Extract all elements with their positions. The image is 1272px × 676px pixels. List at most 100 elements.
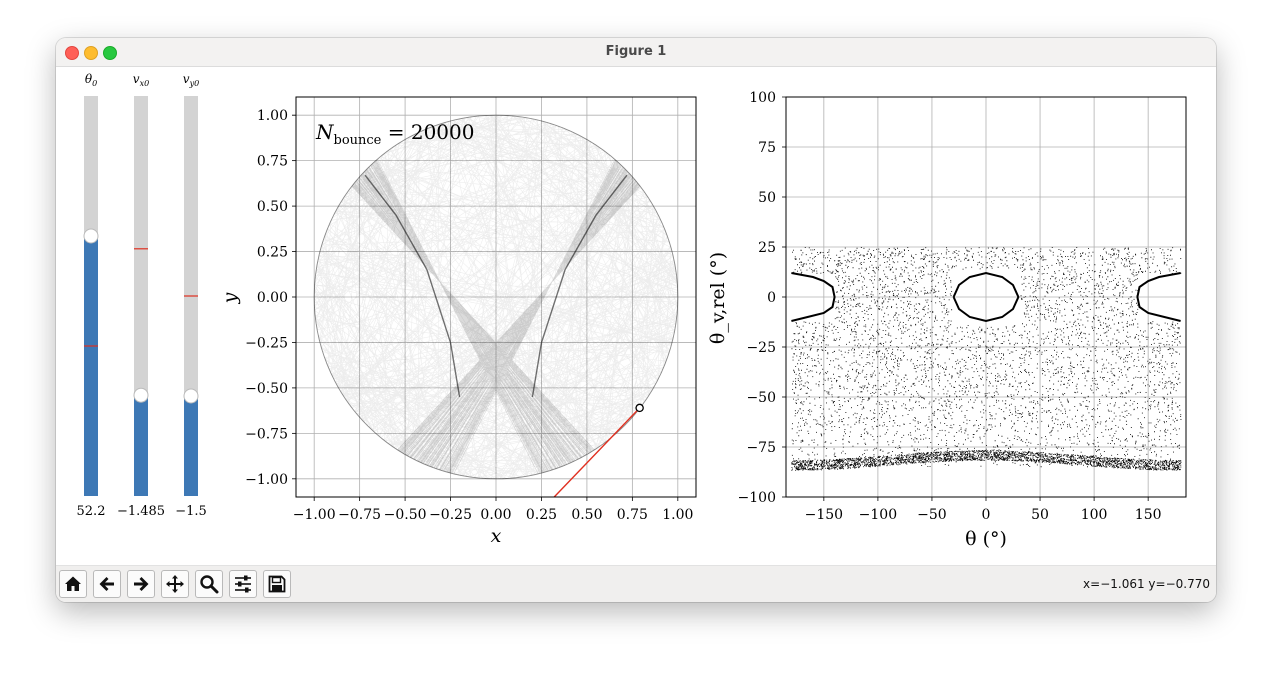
caustic-chords	[351, 159, 641, 474]
x-tick-label: −0.50	[384, 507, 427, 523]
chaotic-sea-points	[791, 247, 1182, 471]
current-position-marker[interactable]	[635, 403, 644, 413]
xy-trajectory-plot[interactable]: −1.00 −0.75 −0.50 −0.25 0.00 0.25 0.50 0.75 1.00…	[219, 96, 697, 547]
slider-label: vy0	[183, 72, 199, 88]
x-tick-label: −1.00	[293, 507, 336, 523]
back-arrow-icon	[99, 577, 114, 591]
y-tick-label: −0.25	[245, 335, 288, 351]
trajectory-y-ticks: 1.00 0.75 0.50 0.25 0.00 −0.25 −0.50 −0.75 −1.00	[245, 108, 296, 488]
close-window-button[interactable]	[65, 46, 79, 60]
configure-subplots-icon	[235, 575, 251, 593]
x-tick-label: −50	[917, 507, 947, 523]
zoom-magnifier-icon	[200, 575, 219, 594]
slider-fill	[184, 396, 198, 496]
save-button[interactable]	[263, 570, 291, 598]
trajectory-y-label: y	[219, 292, 241, 304]
y-tick-label: 0.75	[257, 154, 288, 170]
billiard-boundary-circle	[313, 114, 679, 480]
slider-0[interactable]: θ0 52.2	[77, 72, 106, 519]
y-tick-label: 0	[767, 290, 776, 306]
y-tick-label: −50	[746, 390, 776, 406]
slider-label-symbol: v	[133, 72, 140, 86]
forward-button[interactable]	[127, 570, 155, 598]
trajectory-x-ticks: −1.00 −0.75 −0.50 −0.25 0.00 0.25 0.50 0.75 1.00	[293, 497, 693, 523]
x-tick-label: 0	[982, 507, 991, 523]
x-tick-label: 0.25	[526, 507, 557, 523]
zoom-button[interactable]	[195, 570, 223, 598]
y-tick-label: 0.25	[257, 245, 288, 261]
cursor-coordinates: x=−1.061 y=−0.770	[1083, 577, 1210, 591]
y-tick-label: −1.00	[245, 472, 288, 488]
minimize-window-button[interactable]	[84, 46, 98, 60]
slider-handle[interactable]	[183, 388, 199, 404]
slider-label-subscript: 0	[92, 79, 97, 88]
slider-value: −1.5	[175, 504, 207, 519]
bounce-count-annotation: Nbounce = 20000	[315, 120, 474, 148]
island-right	[1136, 272, 1181, 322]
x-tick-label: −0.25	[429, 507, 472, 523]
y-tick-label: 1.00	[257, 108, 288, 124]
title-bar: Figure 1	[56, 38, 1216, 67]
slider-1[interactable]: vx0 −1.485	[117, 72, 165, 519]
y-tick-label: 0.00	[257, 290, 288, 306]
bounce-value: = 20000	[381, 120, 474, 144]
island-left	[791, 272, 836, 322]
island-center	[952, 271, 1020, 323]
trajectory-grid	[296, 97, 696, 497]
x-tick-label: 100	[1081, 507, 1108, 523]
trajectory-paths	[313, 114, 679, 480]
x-tick-label: −150	[805, 507, 843, 523]
phase-y-label: θ_v,rel (°)	[707, 252, 729, 344]
caustic-curve-left	[364, 174, 461, 398]
slider-2[interactable]: vy0 −1.5	[175, 72, 207, 519]
phase-grid	[786, 96, 1186, 498]
zoom-window-button[interactable]	[103, 46, 117, 60]
x-tick-label: 150	[1135, 507, 1162, 523]
x-tick-label: −100	[859, 507, 897, 523]
home-button[interactable]	[59, 570, 87, 598]
configure-subplots-button[interactable]	[229, 570, 257, 598]
slider-value: 52.2	[77, 504, 106, 519]
slider-handle[interactable]	[83, 228, 99, 244]
slider-label-symbol: θ	[85, 72, 93, 86]
y-tick-label: 25	[758, 240, 776, 256]
y-tick-label: 50	[758, 190, 776, 206]
bounce-symbol: N	[315, 120, 335, 144]
velocity-line	[553, 407, 641, 498]
x-tick-label: 0.00	[480, 507, 511, 523]
home-icon	[65, 576, 81, 591]
x-tick-label: 0.50	[571, 507, 602, 523]
window-title: Figure 1	[605, 44, 667, 59]
figure-window: Figure 1 θ0 52.2 vx0 −1.485 vy0 −1.5 −1.00 −0.…	[56, 38, 1216, 602]
slider-label: θ0	[85, 72, 97, 88]
slider-label-symbol: v	[183, 72, 190, 86]
save-disk-icon	[268, 575, 286, 593]
x-tick-label: 0.75	[617, 507, 648, 523]
pan-move-icon	[166, 575, 184, 593]
phase-x-ticks: −150 −100 −50 0 50 100 150	[805, 497, 1162, 523]
y-tick-label: −100	[738, 490, 776, 506]
slider-fill	[84, 236, 98, 496]
forward-arrow-icon	[134, 577, 149, 591]
slider-handle[interactable]	[133, 387, 149, 403]
y-tick-label: −75	[746, 440, 776, 456]
slider-label: vx0	[133, 72, 149, 88]
slider-fill	[134, 395, 148, 496]
phase-x-label: θ (°)	[965, 528, 1007, 550]
pan-button[interactable]	[161, 570, 189, 598]
navigation-toolbar: x=−1.061 y=−0.770	[56, 565, 1216, 602]
phase-scatter-points	[791, 247, 1182, 471]
y-tick-label: −0.50	[245, 381, 288, 397]
slider-label-subscript: y0	[189, 79, 200, 88]
y-tick-label: 100	[749, 90, 776, 106]
back-button[interactable]	[93, 570, 121, 598]
y-tick-label: −25	[746, 340, 776, 356]
x-tick-label: 1.00	[662, 507, 693, 523]
phase-y-ticks: 100 75 50 25 0 −25 −50 −75 −100	[738, 90, 786, 506]
x-tick-label: −0.75	[338, 507, 381, 523]
slider-label-subscript: x0	[140, 79, 150, 88]
phase-space-plot[interactable]: −150 −100 −50 0 50 100 150 100 75 50 25 0 −25 −50 −75…	[707, 90, 1187, 550]
bounce-subscript: bounce	[334, 133, 382, 148]
